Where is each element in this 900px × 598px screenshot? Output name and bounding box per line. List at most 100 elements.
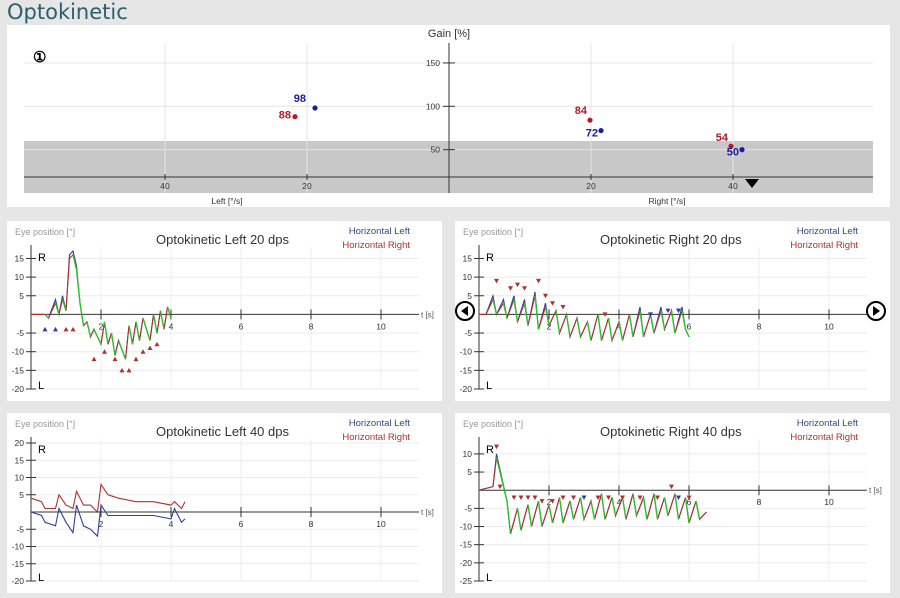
gain-point-label: 84 <box>575 105 588 117</box>
r-label: R <box>486 252 494 264</box>
slow-phase-line <box>492 295 690 341</box>
nystagmus-marker <box>595 495 601 500</box>
t-axis-label: t [s] <box>421 310 434 319</box>
x-tick-label: 10 <box>376 519 386 529</box>
nystagmus-marker <box>147 345 153 350</box>
nystagmus-marker <box>550 499 555 504</box>
y-tick-label: 10 <box>463 272 473 282</box>
gain-point-label: 98 <box>294 93 306 105</box>
nystagmus-marker <box>536 278 541 284</box>
nystagmus-marker <box>686 495 692 500</box>
y-tick-label: 5 <box>467 467 472 477</box>
x-tick-label: 4 <box>617 321 622 331</box>
x-tick-label: 40 <box>728 181 738 191</box>
r-label: R <box>486 444 494 456</box>
series-line <box>478 453 707 534</box>
next-button[interactable] <box>866 301 886 321</box>
x-tick-label: 6 <box>687 497 692 507</box>
nystagmus-marker <box>665 308 671 314</box>
slow-phase-line <box>44 254 172 360</box>
nystagmus-marker <box>494 444 499 450</box>
x-tick-label: 4 <box>169 519 174 529</box>
x-tick-label: 20 <box>586 181 596 191</box>
x-tick-label: 2 <box>99 519 104 529</box>
l-label: L <box>38 572 44 584</box>
legend-horizontal-left: Horizontal Left <box>348 226 410 237</box>
x-tick-label: 2 <box>99 321 104 331</box>
y-tick-label: 10 <box>15 473 25 483</box>
legend-horizontal-right: Horizontal Right <box>342 432 410 443</box>
y-tick-label: -10 <box>12 542 25 552</box>
chart-panel-right-40: Eye position [°] Optokinetic Right 40 dp… <box>455 413 890 593</box>
nystagmus-marker <box>676 308 681 314</box>
nystagmus-marker <box>560 495 566 500</box>
gain-point <box>312 105 318 111</box>
y-tick-label: 10 <box>15 272 25 282</box>
x-tick-label: 4 <box>617 497 622 507</box>
y-tick-label: -15 <box>12 365 25 375</box>
y-tick-label: -20 <box>12 576 25 586</box>
nystagmus-marker <box>581 495 587 500</box>
y-tick-label: 5 <box>467 291 472 301</box>
nystagmus-marker <box>126 367 132 373</box>
x-tick-label: 6 <box>239 321 244 331</box>
y-tick-label: -20 <box>460 384 473 394</box>
nystagmus-marker <box>154 341 160 347</box>
chart-panel-left-20: Eye position [°] Optokinetic Left 20 dps… <box>7 221 442 401</box>
nystagmus-marker <box>560 304 566 310</box>
y-tick-label: 5 <box>19 490 24 500</box>
left-axis-label: Left [°/s] <box>211 196 242 206</box>
x-tick-label: 2 <box>547 497 552 507</box>
y-tick-label: -15 <box>460 365 473 375</box>
y-tick-label: -5 <box>16 524 24 534</box>
nystagmus-marker <box>620 495 625 500</box>
r-label: R <box>38 444 46 456</box>
chart-title: Optokinetic Right 20 dps <box>600 232 742 247</box>
nystagmus-marker <box>518 495 524 500</box>
legend-horizontal-right: Horizontal Right <box>342 240 410 251</box>
legend-horizontal-right: Horizontal Right <box>790 240 858 251</box>
eye-position-label: Eye position [°] <box>15 419 76 429</box>
nystagmus-marker <box>543 293 548 299</box>
eye-position-chart: 20 15 10 5 -5 -10 -15 -20 2 4 6 8 10 t [s] R L <box>12 437 434 586</box>
y-tick-label: -10 <box>12 347 25 357</box>
nystagmus-marker <box>571 495 576 500</box>
l-label: L <box>486 572 492 584</box>
chart-panel-left-40: Eye position [°] Optokinetic Left 40 dps… <box>7 413 442 593</box>
y-tick-label: -10 <box>460 522 473 532</box>
previous-button[interactable] <box>455 301 475 321</box>
y-tick-label: 15 <box>15 455 25 465</box>
nystagmus-marker <box>655 495 660 500</box>
nystagmus-marker <box>140 349 146 354</box>
t-axis-label: t [s] <box>421 508 434 517</box>
y-tick-label: -25 <box>460 576 473 586</box>
gain-point-label: 72 <box>586 128 598 140</box>
x-tick-label: 6 <box>239 519 244 529</box>
page-title: Optokinetic <box>7 0 128 24</box>
nystagmus-marker <box>112 356 118 362</box>
nystagmus-marker <box>508 286 513 291</box>
y-tick-label: -20 <box>460 558 473 568</box>
gain-point <box>728 143 734 149</box>
nystagmus-marker <box>550 301 555 306</box>
gain-point <box>598 127 604 134</box>
badge-one: ① <box>33 49 46 66</box>
x-tick-label: 6 <box>687 321 692 331</box>
y-tick-label: -5 <box>16 328 24 338</box>
nystagmus-marker <box>532 495 538 500</box>
y-tick-label: -5 <box>464 328 472 338</box>
nystagmus-marker <box>42 326 48 332</box>
chart-title: Optokinetic Left 20 dps <box>156 232 289 247</box>
gain-point-label: 88 <box>279 110 291 122</box>
nystagmus-marker <box>637 495 643 500</box>
nystagmus-marker <box>494 278 499 284</box>
y-tick-label: 15 <box>463 253 473 263</box>
legend-horizontal-left: Horizontal Left <box>796 418 858 429</box>
nystagmus-marker <box>497 484 503 490</box>
gain-chart: 150 100 50 40 20 20 40 Gain [%] Left [°/s] Right … <box>24 28 873 206</box>
nystagmus-marker <box>70 326 76 332</box>
y-tick-label: -15 <box>460 540 473 550</box>
series-line <box>30 482 186 514</box>
